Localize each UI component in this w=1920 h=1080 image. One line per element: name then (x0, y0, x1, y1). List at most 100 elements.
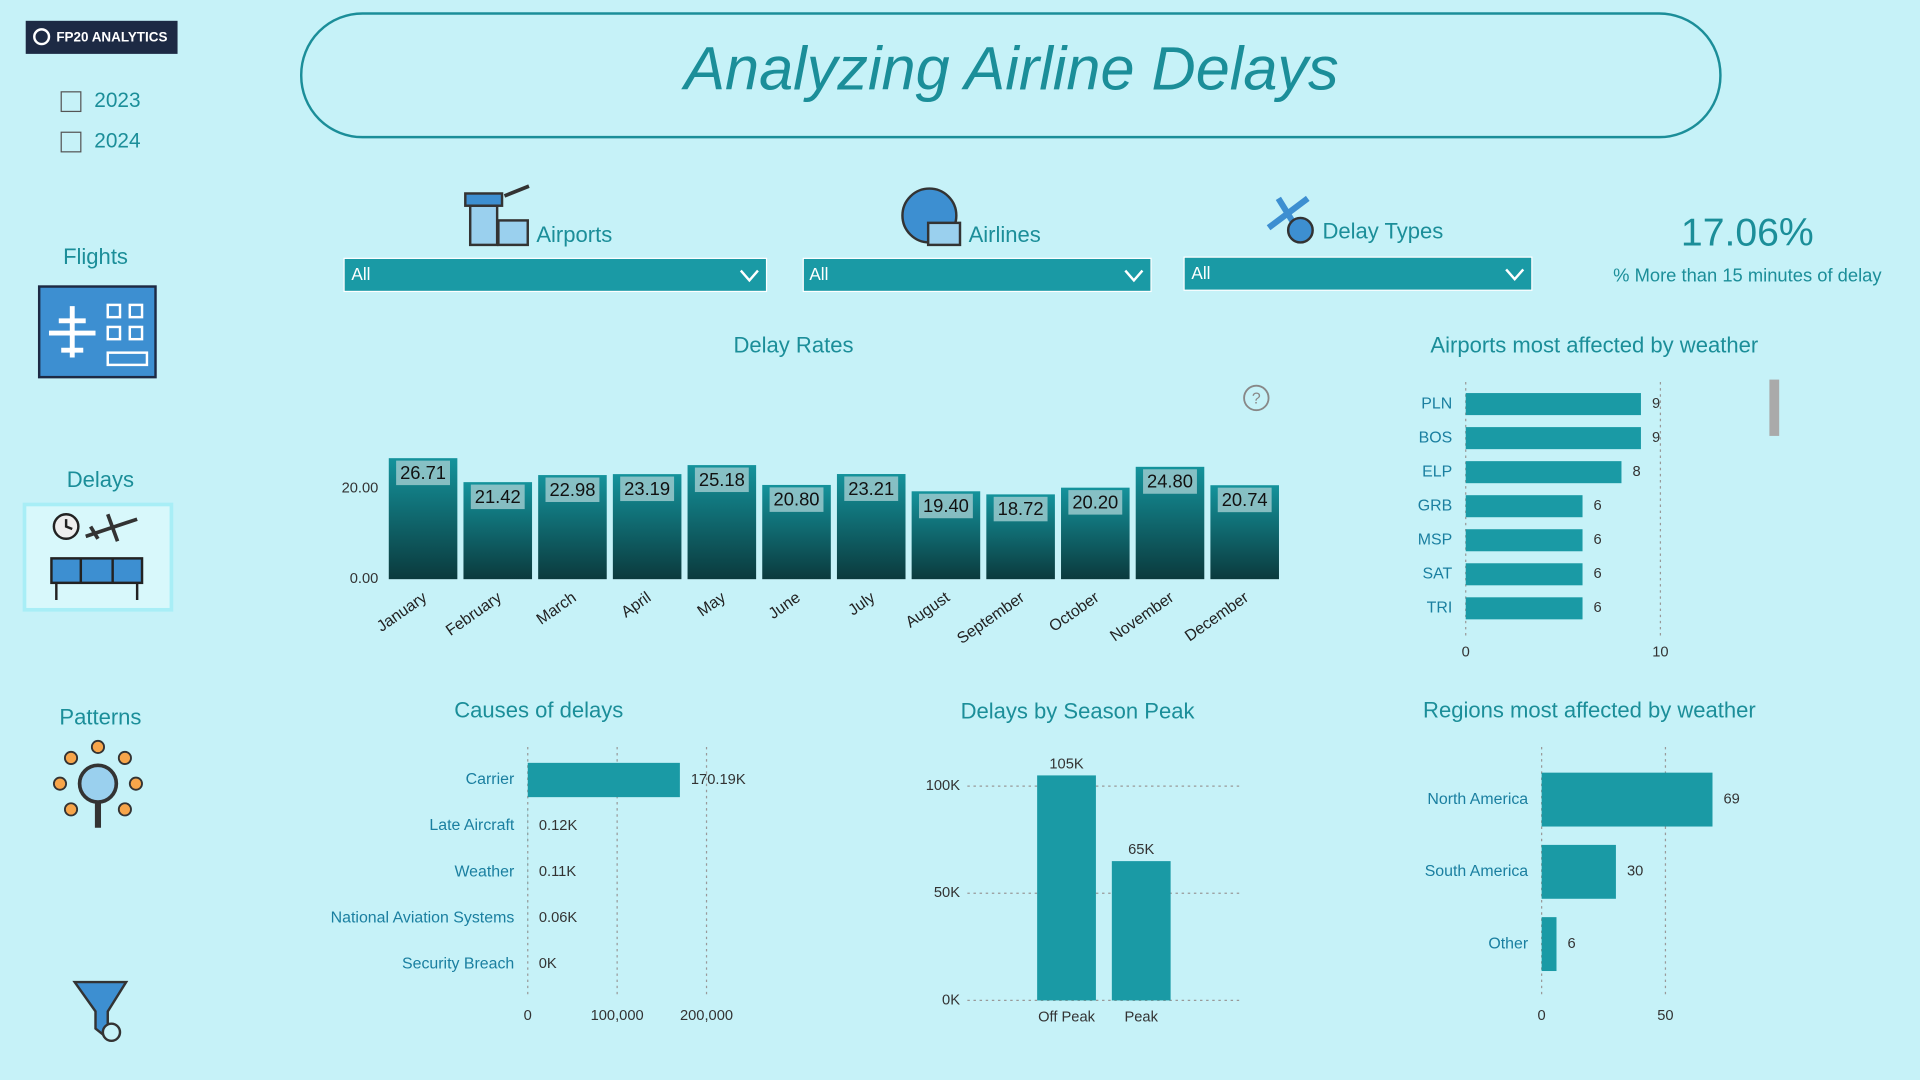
y-tick-label: 100K (926, 778, 961, 794)
logo-box (25, 20, 178, 54)
data-label-bg (1217, 487, 1272, 513)
nav-label[interactable]: Patterns (59, 705, 141, 730)
x-tick-label: Peak (1124, 1009, 1158, 1025)
data-label: 8 (1632, 464, 1640, 480)
data-label-bg (918, 493, 973, 519)
data-label: 20.80 (774, 489, 820, 510)
x-tick-label: 0 (1462, 645, 1470, 661)
y-tick-label: 0K (942, 992, 960, 1008)
data-label: 0.12K (539, 818, 578, 834)
x-tick-label: 0 (1538, 1008, 1546, 1024)
bar (1465, 461, 1622, 484)
chart-title: Delay Rates (733, 332, 853, 357)
dropdown[interactable] (343, 257, 768, 293)
data-label: 69 (1724, 791, 1740, 807)
filter-label: Airports (536, 222, 612, 247)
x-tick-label: Off Peak (1038, 1009, 1096, 1025)
bar (1541, 844, 1616, 899)
x-tick-label: 0 (524, 1008, 532, 1024)
delays-icon[interactable] (22, 502, 174, 612)
data-label: 0.06K (539, 910, 578, 926)
y-tick-label: Weather (454, 863, 515, 880)
data-label-bg (620, 476, 675, 502)
y-tick-label: Other (1488, 935, 1528, 952)
data-label: 19.40 (923, 495, 969, 516)
y-tick-label: PLN (1421, 395, 1452, 412)
y-tick-label: North America (1427, 791, 1528, 808)
y-tick-label: ELP (1422, 463, 1452, 480)
data-label-bg (1068, 490, 1123, 515)
bar (527, 762, 680, 798)
data-label: 18.72 (998, 498, 1044, 519)
logo-icon (33, 28, 51, 46)
data-label-bg (844, 476, 899, 501)
y-tick-label: TRI (1427, 600, 1453, 617)
year-label[interactable]: 2024 (94, 130, 140, 153)
flights-icon[interactable] (37, 285, 157, 379)
data-label: 24.80 (1147, 471, 1193, 492)
dropdown-value[interactable]: All (809, 264, 828, 284)
y-tick-label: South America (1425, 863, 1529, 880)
logo-text: FP20 ANALYTICS (56, 30, 167, 45)
bar (1465, 529, 1583, 552)
data-label-bg (993, 496, 1048, 522)
bar (1541, 917, 1557, 972)
bar (1111, 861, 1171, 1001)
nav-label[interactable]: Flights (63, 244, 128, 269)
y-tick-label: MSP (1418, 531, 1452, 548)
dropdown[interactable] (802, 257, 1152, 293)
y-tick-label: BOS (1419, 429, 1453, 446)
chevron[interactable] (739, 269, 759, 283)
nav-label[interactable]: Delays (67, 467, 134, 492)
data-label-bg (769, 487, 824, 512)
y-tick-label: SAT (1422, 565, 1452, 582)
data-label: 170.19K (691, 772, 746, 788)
bar (1037, 775, 1096, 1001)
year-label[interactable]: 2023 (94, 89, 140, 112)
dropdown-value[interactable]: All (351, 264, 370, 284)
kpi-value: 17.06% (1681, 211, 1814, 254)
y-tick-label: 0.00 (350, 571, 379, 587)
bar (1465, 563, 1583, 586)
data-label: 23.21 (848, 478, 894, 499)
header-box (300, 12, 1722, 139)
data-label: 6 (1594, 600, 1602, 616)
airports-icon (464, 184, 530, 247)
checkbox[interactable] (60, 91, 82, 113)
bar (1541, 772, 1713, 827)
data-label: 9 (1652, 396, 1660, 412)
data-label: 65K (1128, 842, 1154, 858)
clear-filter-icon[interactable] (72, 980, 129, 1043)
kpi-label: % More than 15 minutes of delay (1613, 265, 1882, 286)
help-icon[interactable] (1243, 384, 1270, 412)
data-label: 20.20 (1072, 491, 1118, 512)
data-label: 6 (1594, 498, 1602, 514)
dropdown-value[interactable]: All (1191, 263, 1210, 283)
help-icon-text[interactable]: ? (1252, 390, 1261, 407)
bar (1465, 393, 1641, 416)
data-label: 105K (1049, 756, 1084, 772)
checkbox[interactable] (60, 131, 82, 153)
x-tick-label: 50 (1657, 1008, 1673, 1024)
chart-title: Airports most affected by weather (1430, 332, 1758, 357)
data-label: 23.19 (624, 478, 670, 499)
data-label-bg (470, 484, 525, 510)
filter-label: Delay Types (1322, 218, 1443, 243)
data-label-bg (1143, 469, 1197, 494)
data-label: 6 (1594, 532, 1602, 548)
dropdown[interactable] (1183, 256, 1533, 291)
scrollbar[interactable] (1769, 379, 1780, 436)
y-tick-label: National Aviation Systems (331, 909, 515, 926)
patterns-icon[interactable] (52, 739, 143, 828)
page-title: Analyzing Airline Delays (680, 35, 1338, 103)
bar (1465, 427, 1641, 450)
data-label: 6 (1594, 566, 1602, 582)
data-label-bg (396, 460, 450, 486)
chevron[interactable] (1505, 268, 1525, 282)
chevron[interactable] (1124, 269, 1144, 283)
bar (1465, 597, 1583, 620)
y-tick-label: Carrier (466, 771, 515, 788)
filter-label: Airlines (969, 222, 1041, 247)
